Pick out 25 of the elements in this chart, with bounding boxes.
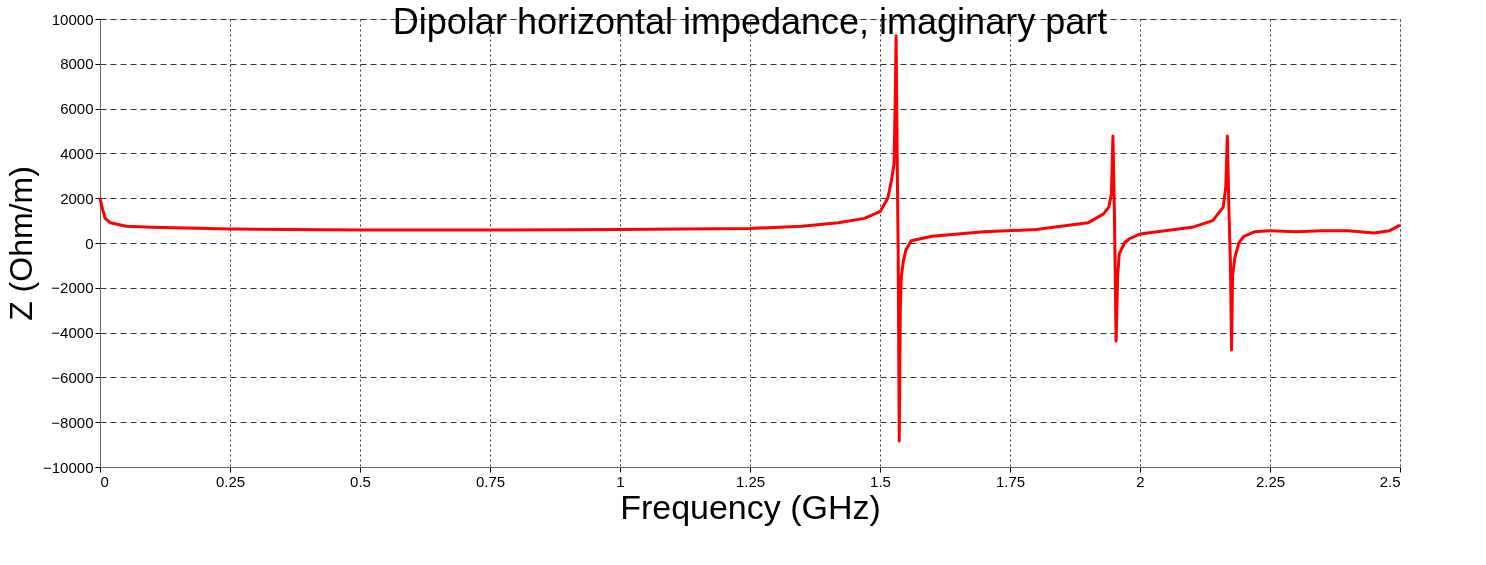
- x-tick-label: 2.5: [1379, 472, 1401, 490]
- y-tick-label: 10000: [51, 10, 94, 28]
- x-tick-label: 0: [100, 472, 109, 490]
- y-tick-label: 4000: [60, 144, 94, 162]
- y-tick-label: −8000: [51, 413, 94, 431]
- y-tick-label: −2000: [51, 279, 94, 297]
- y-tick-label: 0: [85, 234, 94, 252]
- y-tick-label: 8000: [60, 55, 94, 73]
- chart-title: Dipolar horizontal impedance, imaginary part: [392, 1, 1108, 42]
- y-tick-label: 2000: [60, 189, 94, 207]
- y-axis-title: Z (Ohm/m): [3, 166, 40, 321]
- x-tick-label: 1.75: [995, 472, 1026, 490]
- x-tick-label: 0.5: [350, 472, 371, 490]
- y-tick-label: −4000: [51, 324, 94, 342]
- x-tick-label: 1.25: [735, 472, 766, 490]
- y-tick-label: −10000: [43, 458, 94, 476]
- x-tick-label: 2.25: [1255, 472, 1286, 490]
- x-tick-label: 1: [616, 472, 625, 490]
- x-tick-label: 1.5: [870, 472, 891, 490]
- x-tick-label: 2: [1136, 472, 1145, 490]
- x-tick-label: 0.25: [215, 472, 246, 490]
- x-tick-label: 0.75: [475, 472, 506, 490]
- y-tick-label: −6000: [51, 368, 94, 386]
- y-tick-label: 6000: [60, 100, 94, 118]
- x-axis-title: Frequency (GHz): [620, 487, 881, 526]
